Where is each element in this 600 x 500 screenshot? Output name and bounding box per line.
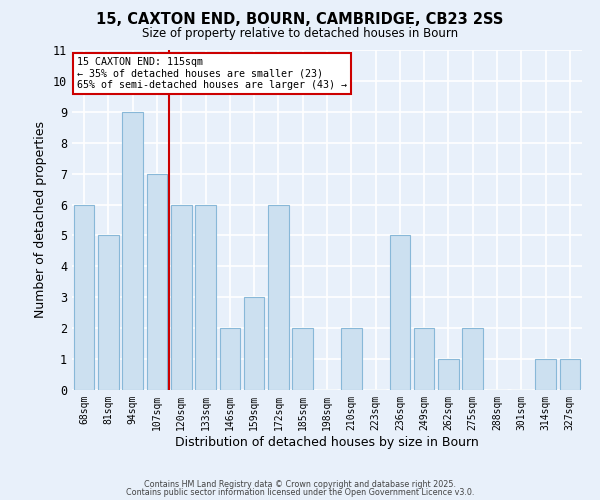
Bar [463,328,483,390]
Text: Contains HM Land Registry data © Crown copyright and database right 2025.: Contains HM Land Registry data © Crown c… [144,480,456,489]
Text: Contains public sector information licensed under the Open Government Licence v3: Contains public sector information licen… [126,488,474,497]
Bar [341,328,362,390]
Bar [74,204,94,390]
Bar [244,298,265,390]
Text: 15 CAXTON END: 115sqm
← 35% of detached houses are smaller (23)
65% of semi-deta: 15 CAXTON END: 115sqm ← 35% of detached … [77,57,347,90]
X-axis label: Distribution of detached houses by size in Bourn: Distribution of detached houses by size … [175,436,479,448]
Text: 15, CAXTON END, BOURN, CAMBRIDGE, CB23 2SS: 15, CAXTON END, BOURN, CAMBRIDGE, CB23 2… [97,12,503,28]
Bar [560,359,580,390]
Bar [146,174,167,390]
Bar [389,236,410,390]
Bar [220,328,240,390]
Bar [292,328,313,390]
Bar [171,204,191,390]
Bar [414,328,434,390]
Bar [438,359,459,390]
Y-axis label: Number of detached properties: Number of detached properties [34,122,47,318]
Bar [98,236,119,390]
Bar [535,359,556,390]
Bar [195,204,216,390]
Bar [268,204,289,390]
Text: Size of property relative to detached houses in Bourn: Size of property relative to detached ho… [142,28,458,40]
Bar [122,112,143,390]
